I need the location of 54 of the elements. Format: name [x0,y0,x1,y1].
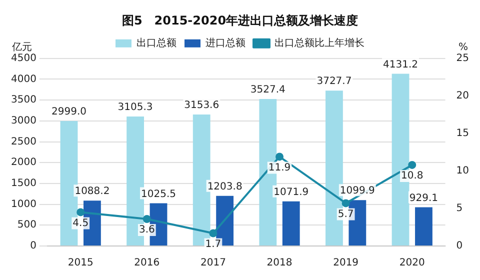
y-tick-label: 4000 [10,74,36,85]
point [142,214,151,223]
data-label: 1099.9 [340,186,375,197]
y-tick-label: 2000 [10,157,36,168]
point [408,160,416,169]
data-label: 5.7 [338,208,354,220]
point [76,208,85,216]
bar [415,207,432,246]
point [276,152,284,161]
y2-tick-label: 20 [456,90,470,102]
data-label: 4131.2 [383,59,418,70]
data-label: 4.5 [72,218,89,229]
legend-label: 出口总额 [136,36,176,49]
x-tick-label: 2020 [399,258,425,269]
x-tick-label: 2018 [266,258,292,269]
y-tick-label: 1500 [10,178,36,190]
y2-tick-label: 0 [456,240,463,252]
data-label: 3727.7 [316,76,352,88]
data-label: 11.9 [268,162,291,174]
y-tick-label: 3500 [10,94,36,106]
data-label: 929.1 [409,192,438,204]
data-label: 1.7 [205,238,222,250]
point [209,229,218,238]
data-label: 3105.3 [118,102,153,114]
point [342,199,350,208]
y-tick-label: 1000 [10,198,36,210]
data-label: 1088.2 [74,186,110,198]
y-tick-label: 3000 [10,116,36,127]
y-tick-label: 0 [30,240,36,252]
data-label: 1203.8 [207,181,242,192]
data-label: 3.6 [138,224,155,236]
y-axis-title: 亿元 [11,42,32,53]
data-label: 1071.9 [274,186,309,198]
y2-axis-title: % [458,42,468,53]
y-tick-label: 2500 [10,136,36,148]
data-label: 3527.4 [250,84,286,96]
y-tick-label: 500 [17,220,36,231]
data-label: 3153.6 [184,100,220,112]
data-label: 10.8 [400,170,424,182]
y2-tick-label: 25 [456,52,470,64]
bar [282,201,300,246]
legend-label: 出口总额比上年增长 [274,36,364,49]
legend-label: 进口总额 [206,36,246,49]
y2-tick-label: 5 [456,203,463,214]
data-label: 1025.5 [141,188,176,200]
data-label: 2999.0 [52,106,86,118]
x-tick-label: 2015 [68,258,94,269]
x-tick-label: 2017 [200,258,226,269]
x-tick-label: 2016 [134,258,160,269]
chart-title: 图5 2015-2020年进出口总额及增长速度 [122,13,358,28]
y2-tick-label: 15 [456,128,470,140]
x-tick-label: 2019 [333,258,359,269]
y2-tick-label: 10 [456,166,470,177]
y-tick-label: 4500 [10,52,36,64]
